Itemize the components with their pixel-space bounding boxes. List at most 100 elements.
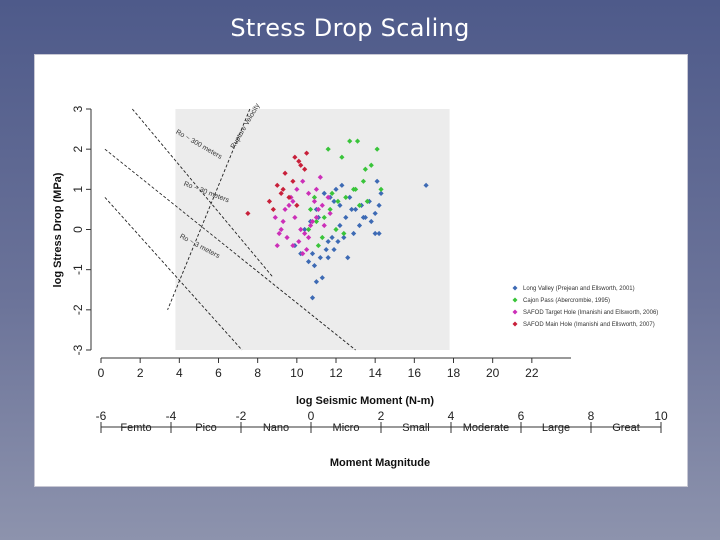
data-point bbox=[305, 226, 312, 233]
data-point bbox=[362, 166, 368, 172]
moment-magnitude-axis: -6 -4 -2 0 2 4 6 8 10 Femto Pico Nano Micro Small Mode… bbox=[96, 409, 668, 434]
magnitude-tick-label: 0 bbox=[308, 409, 315, 423]
data-point bbox=[423, 182, 429, 188]
data-point bbox=[245, 210, 251, 217]
x-tick-label: 20 bbox=[486, 366, 500, 380]
magnitude-class-label: Moderate bbox=[463, 422, 509, 434]
data-point bbox=[321, 190, 327, 196]
data-point bbox=[321, 214, 327, 221]
x-axis-label: log Seismic Moment (N-m) bbox=[296, 395, 434, 407]
data-point bbox=[274, 242, 280, 249]
data-point bbox=[290, 178, 296, 184]
data-point bbox=[309, 218, 316, 225]
magnitude-class-label: Micro bbox=[333, 422, 360, 434]
y-axis-label: log Stress Drop (MPa) bbox=[52, 172, 64, 287]
data-point bbox=[290, 198, 296, 204]
data-point bbox=[368, 218, 374, 225]
data-point bbox=[327, 210, 333, 217]
y-tick-label: -2 bbox=[71, 304, 85, 315]
data-point bbox=[286, 202, 292, 208]
data-point bbox=[376, 202, 382, 208]
data-point bbox=[302, 166, 308, 172]
data-point bbox=[356, 222, 363, 229]
magnitude-tick-label: -2 bbox=[236, 409, 247, 423]
x-tick-label: 8 bbox=[254, 366, 261, 380]
data-point bbox=[343, 214, 349, 221]
data-point bbox=[372, 230, 378, 237]
y-tick-label: 2 bbox=[71, 146, 85, 153]
magnitude-tick-label: 4 bbox=[448, 409, 455, 423]
reference-line bbox=[104, 197, 243, 351]
y-tick-label: 1 bbox=[71, 186, 85, 193]
x-tick-label: 22 bbox=[525, 366, 539, 380]
data-point bbox=[300, 251, 306, 257]
data-point bbox=[331, 246, 337, 253]
data-point bbox=[329, 234, 335, 241]
data-point bbox=[347, 194, 353, 200]
magnitude-class-label: Large bbox=[542, 422, 570, 434]
data-point bbox=[354, 138, 361, 144]
data-point bbox=[335, 198, 341, 204]
magnitude-tick-label: -4 bbox=[166, 409, 177, 423]
x-tick-label: 2 bbox=[137, 366, 144, 380]
data-point bbox=[315, 206, 321, 213]
data-point bbox=[352, 186, 359, 192]
data-point bbox=[333, 226, 339, 233]
data-point bbox=[339, 154, 345, 160]
data-point bbox=[337, 222, 343, 229]
data-point bbox=[341, 230, 347, 237]
legend-marker bbox=[512, 297, 518, 303]
data-point bbox=[313, 186, 320, 192]
data-point bbox=[286, 194, 292, 200]
x-tick-label: 4 bbox=[176, 366, 183, 380]
data-point bbox=[360, 214, 367, 221]
data-point bbox=[305, 190, 312, 196]
data-point bbox=[315, 242, 321, 249]
x-tick-label: 16 bbox=[408, 366, 422, 380]
reference-line bbox=[104, 148, 356, 351]
data-point bbox=[323, 246, 329, 253]
data-point bbox=[356, 202, 363, 208]
magnitude-tick-label: 10 bbox=[654, 409, 668, 423]
y-tick-label: -3 bbox=[71, 344, 85, 355]
legend-marker bbox=[512, 309, 518, 315]
data-point bbox=[321, 222, 327, 229]
data-point bbox=[319, 202, 325, 208]
secondary-axis-label: Moment Magnitude bbox=[330, 457, 430, 469]
legend-entry: Cajon Pass (Abercrombie, 1995) bbox=[523, 298, 610, 304]
x-tick-label: 6 bbox=[215, 366, 222, 380]
data-point bbox=[325, 146, 331, 152]
data-point bbox=[305, 234, 312, 241]
magnitude-class-label: Pico bbox=[195, 422, 216, 434]
magnitude-tick-label: 6 bbox=[518, 409, 525, 423]
data-point bbox=[325, 238, 331, 245]
legend-marker bbox=[512, 321, 518, 327]
data-point bbox=[290, 242, 296, 249]
shaded-region bbox=[175, 109, 450, 350]
magnitude-class-label: Femto bbox=[120, 422, 151, 434]
data-point bbox=[313, 214, 320, 221]
data-point bbox=[298, 162, 304, 168]
data-point bbox=[374, 146, 380, 152]
data-point bbox=[329, 190, 335, 196]
magnitude-tick-label: -6 bbox=[96, 409, 107, 423]
data-point bbox=[280, 186, 286, 192]
data-point bbox=[351, 230, 357, 237]
data-point bbox=[325, 194, 331, 200]
data-point bbox=[378, 186, 384, 192]
data-point bbox=[341, 234, 347, 241]
data-point bbox=[292, 214, 298, 221]
data-point bbox=[313, 218, 320, 225]
magnitude-class-label: Nano bbox=[263, 422, 289, 434]
data-point bbox=[304, 150, 310, 156]
x-tick-label: 14 bbox=[368, 366, 382, 380]
data-point bbox=[368, 162, 374, 168]
data-point bbox=[331, 198, 337, 204]
data-point bbox=[309, 295, 316, 301]
data-point bbox=[292, 154, 298, 160]
data-point bbox=[313, 279, 320, 285]
data-point bbox=[302, 226, 308, 233]
data-point bbox=[327, 206, 333, 213]
data-point bbox=[349, 206, 355, 213]
